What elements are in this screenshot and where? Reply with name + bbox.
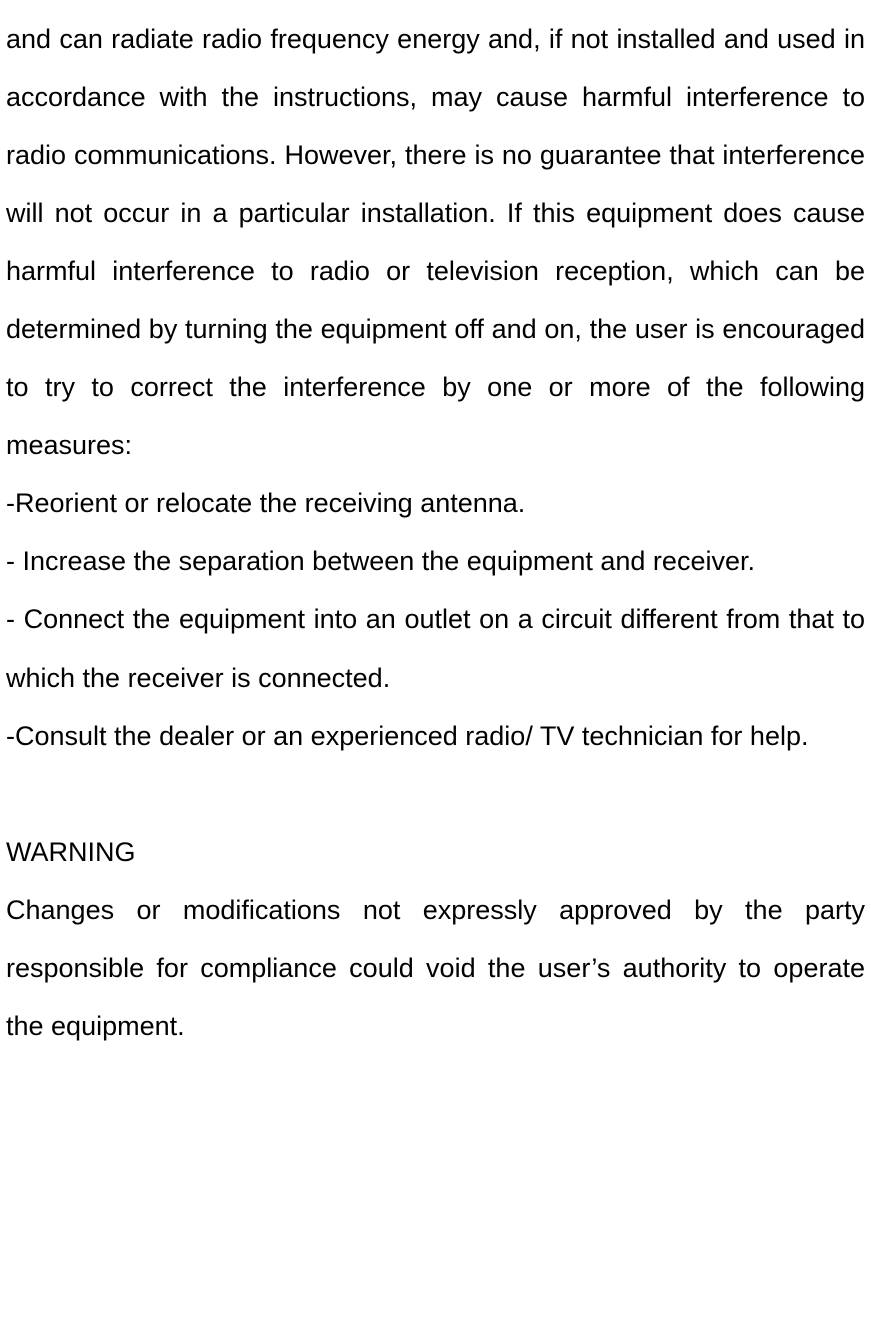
section-spacer bbox=[6, 765, 865, 823]
warning-heading: WARNING bbox=[6, 823, 865, 881]
document-page: and can radiate radio frequency energy a… bbox=[0, 0, 871, 1085]
bullet-reorient: -Reorient or relocate the receiving ante… bbox=[6, 474, 865, 532]
warning-body: Changes or modifications not expressly a… bbox=[6, 881, 865, 1055]
bullet-consult-dealer: -Consult the dealer or an experienced ra… bbox=[6, 707, 865, 765]
intro-paragraph: and can radiate radio frequency energy a… bbox=[6, 10, 865, 474]
bullet-increase-separation: - Increase the separation between the eq… bbox=[6, 532, 865, 590]
bullet-connect-outlet: - Connect the equipment into an outlet o… bbox=[6, 590, 865, 706]
